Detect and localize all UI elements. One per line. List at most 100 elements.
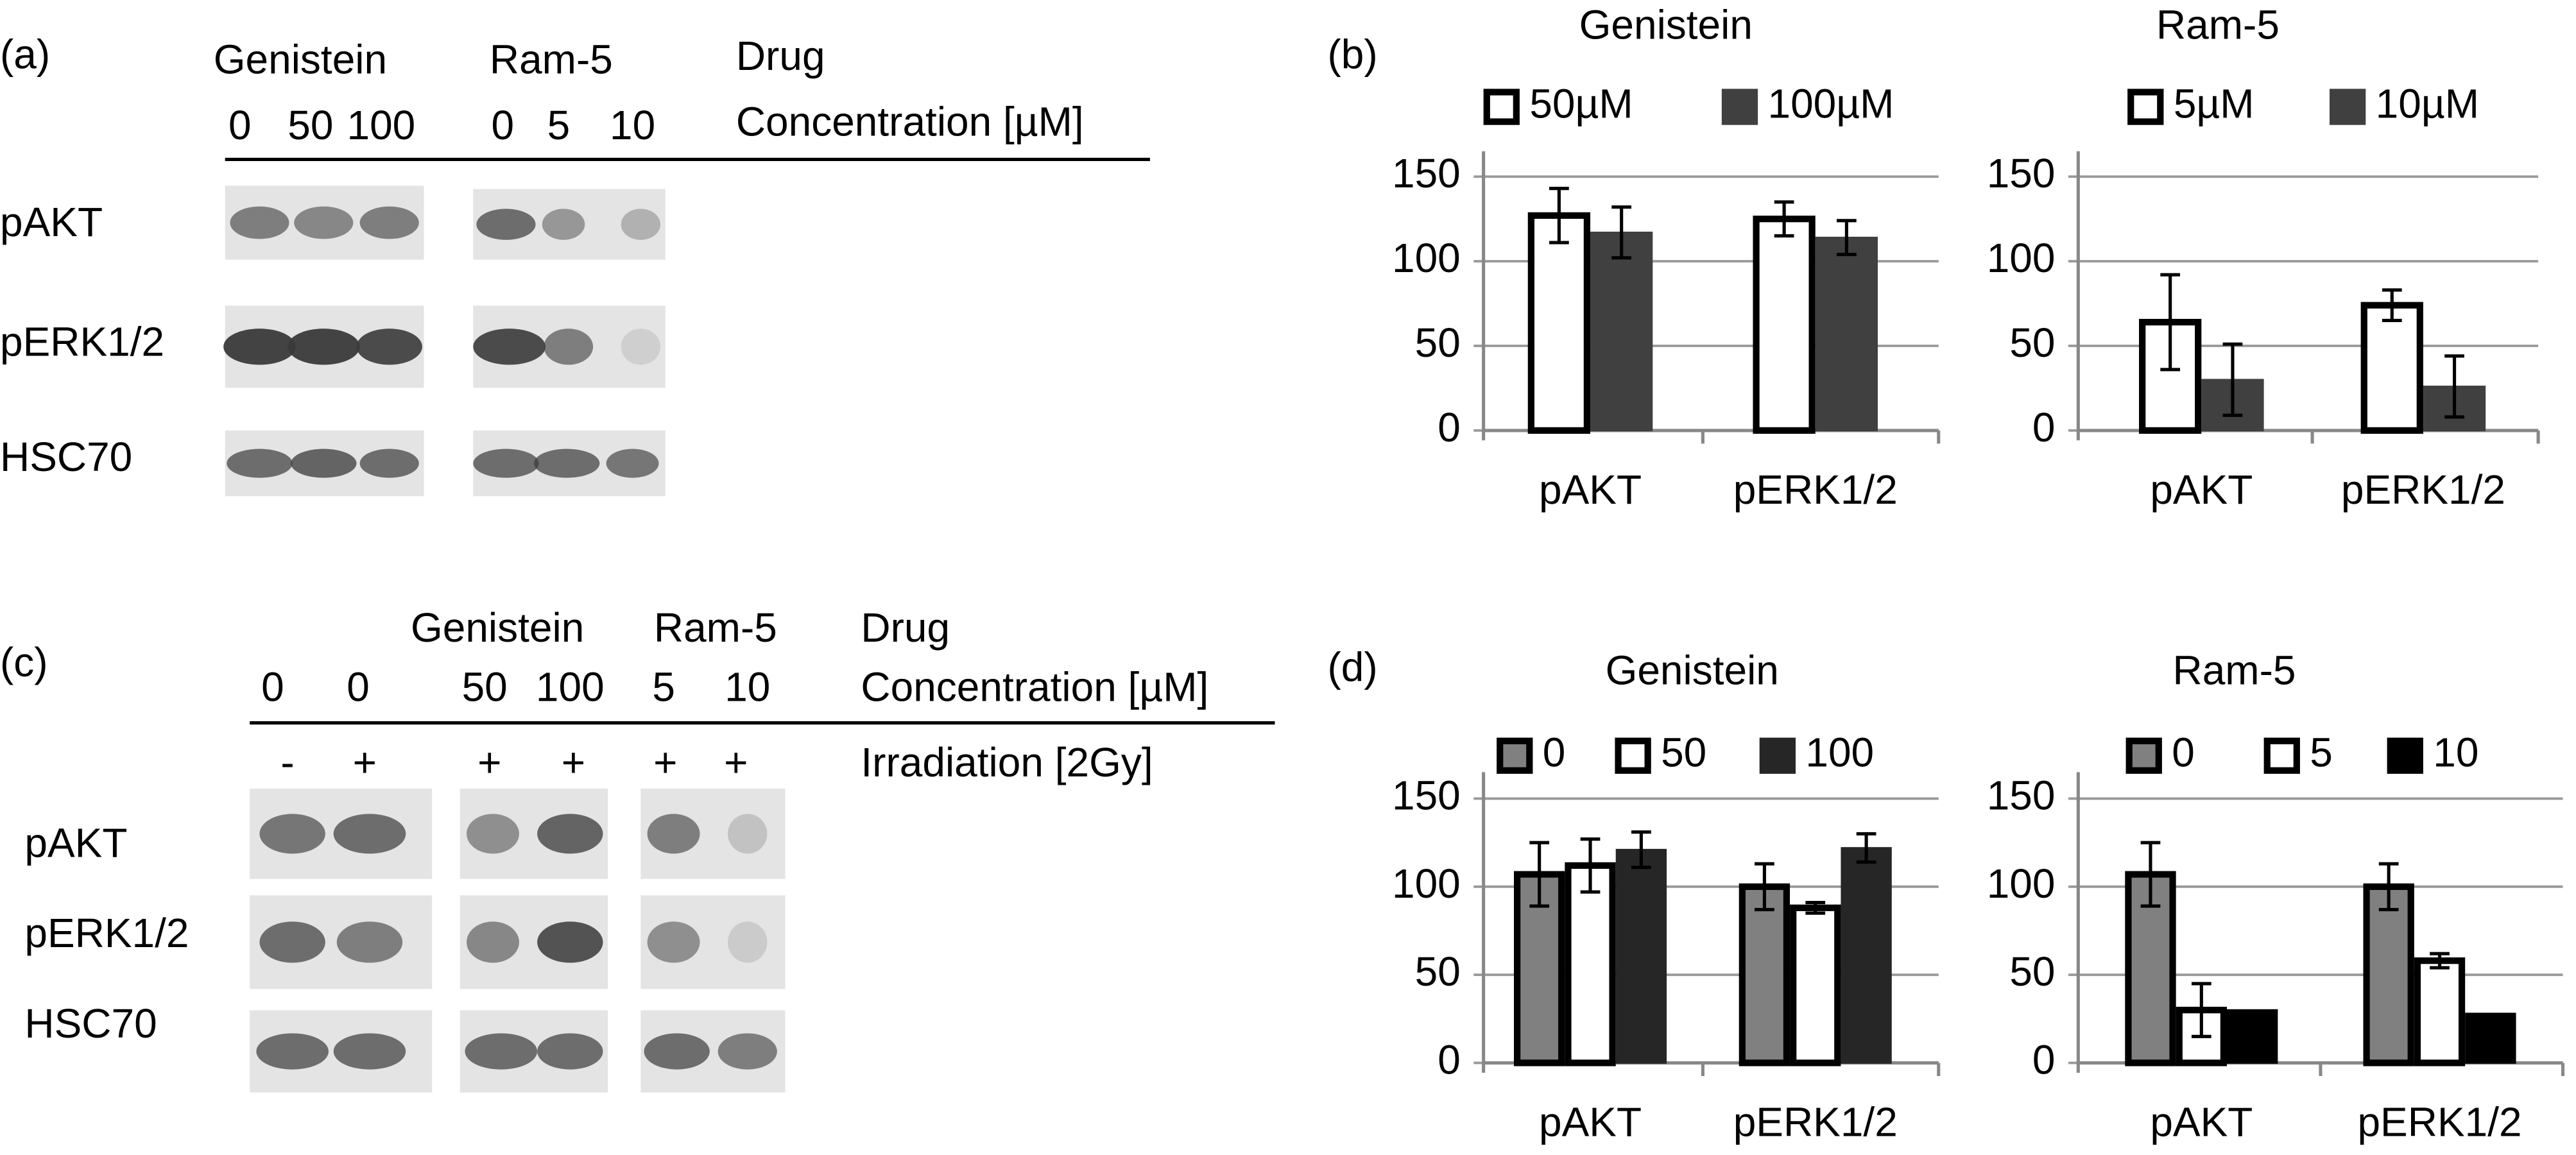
legend-label: 100 — [1805, 730, 1874, 776]
legend-label: 50µM — [1529, 80, 1633, 126]
panel-label: (b) — [1327, 31, 1377, 78]
concentration: 0 — [228, 102, 252, 148]
y-tick-label: 0 — [1438, 404, 1461, 450]
bar — [1615, 848, 1667, 1064]
blot-band — [537, 921, 603, 963]
legend-label: 5µM — [2174, 80, 2254, 126]
y-tick-label: 50 — [1415, 948, 1461, 995]
legend-swatch — [1483, 89, 1520, 125]
blot-band — [294, 206, 354, 239]
blot-band — [333, 1033, 406, 1070]
blot-band — [259, 814, 325, 854]
label: Drug — [861, 604, 950, 651]
concentration: 10 — [725, 663, 770, 710]
irradiation-sign: + — [477, 739, 501, 785]
legend-label: 100µM — [1768, 80, 1894, 126]
panel-label: (c) — [0, 639, 48, 685]
chart-title: Ram-5 — [2156, 2, 2280, 48]
blot-band — [230, 206, 289, 239]
concentration: 100 — [347, 102, 416, 148]
chart-title: Ram-5 — [2173, 647, 2296, 694]
y-tick-label: 0 — [2032, 1036, 2056, 1082]
x-tick-label: pERK1/2 — [1733, 1099, 1898, 1145]
y-tick-label: 100 — [1987, 235, 2056, 281]
blot-band — [644, 1033, 710, 1070]
concentration: 0 — [261, 663, 284, 710]
chart-title: Genistein — [1606, 647, 1779, 694]
y-tick-label: 150 — [1987, 150, 2056, 196]
x-tick-label: pERK1/2 — [2341, 466, 2505, 513]
blot-band — [473, 329, 545, 365]
concentration: 5 — [652, 663, 675, 710]
label: Concentration [µM] — [736, 99, 1084, 145]
row-label: pERK1/2 — [0, 319, 164, 365]
legend-swatch — [1759, 737, 1796, 774]
legend-swatch — [2127, 89, 2164, 125]
legend-swatch — [2330, 89, 2366, 125]
blot-band — [356, 329, 422, 365]
concentration: 0 — [347, 663, 370, 710]
legend-swatch — [2263, 737, 2300, 774]
blot-band — [359, 449, 419, 478]
label: Irradiation [2Gy] — [861, 739, 1153, 785]
legend-swatch — [2387, 737, 2423, 774]
concentration: 5 — [547, 102, 571, 148]
y-tick-label: 0 — [1438, 1036, 1461, 1082]
x-tick-label: pAKT — [2150, 1099, 2253, 1145]
y-tick-label: 150 — [1392, 772, 1461, 818]
blot-band — [223, 329, 296, 365]
bar — [1841, 847, 1892, 1064]
concentration: 50 — [462, 663, 508, 710]
blot-band — [537, 814, 603, 854]
panel-label: (a) — [0, 31, 50, 78]
blot-band — [728, 814, 768, 854]
bar — [1815, 236, 1878, 432]
y-tick-label: 100 — [1392, 860, 1461, 907]
blot-band — [606, 449, 659, 478]
blot-band — [336, 921, 403, 963]
x-tick-label: pERK1/2 — [1733, 466, 1898, 513]
legend-swatch — [2125, 737, 2162, 774]
x-tick-label: pAKT — [2150, 466, 2253, 513]
x-tick-label: pAKT — [1539, 1099, 1642, 1145]
bar — [2465, 1013, 2516, 1064]
y-tick-label: 150 — [1987, 772, 2056, 818]
row-label: pAKT — [24, 819, 127, 866]
bar — [1590, 232, 1653, 432]
label: Drug — [736, 33, 825, 79]
blot-band — [621, 329, 661, 365]
legend-swatch — [1615, 737, 1651, 774]
legend-label: 10 — [2433, 730, 2478, 776]
row-label: HSC70 — [0, 434, 132, 480]
blot-band — [476, 209, 536, 240]
blot-band — [544, 329, 594, 365]
y-tick-label: 50 — [2009, 948, 2055, 995]
irradiation-sign: + — [562, 739, 585, 785]
blot-band — [533, 449, 600, 478]
legend-swatch — [1721, 89, 1758, 125]
bar — [1565, 862, 1616, 1066]
blot-band — [359, 206, 419, 239]
label: Ram-5 — [490, 36, 613, 82]
label: Genistein — [411, 604, 584, 651]
bar — [2227, 1009, 2278, 1064]
chart-title: Genistein — [1579, 2, 1753, 48]
blot-band — [728, 921, 768, 963]
legend-swatch — [1497, 737, 1533, 774]
legend-label: 5 — [2310, 730, 2333, 776]
bar — [1527, 212, 1591, 434]
blot-band — [647, 921, 700, 963]
y-tick-label: 100 — [1392, 235, 1461, 281]
bar — [2360, 302, 2423, 434]
y-tick-label: 50 — [2009, 320, 2055, 366]
blot-band — [259, 921, 325, 963]
bar — [1790, 904, 1841, 1066]
blot-band — [542, 209, 585, 240]
blot-band — [717, 1033, 777, 1070]
concentration: 10 — [610, 102, 655, 148]
row-label: pERK1/2 — [24, 910, 189, 956]
blot-band — [473, 449, 539, 478]
blot-band — [537, 1033, 603, 1070]
y-tick-label: 50 — [1415, 320, 1461, 366]
